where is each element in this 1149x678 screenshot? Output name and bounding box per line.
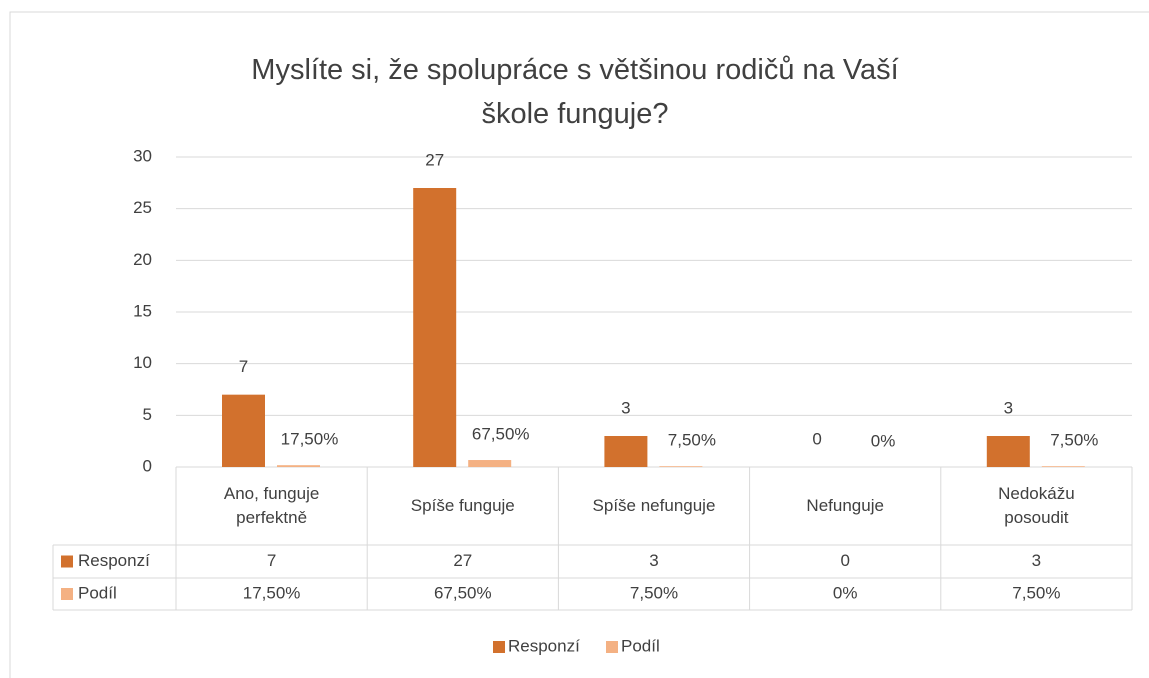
legend-key [493,641,505,653]
legend-label: Responzí [508,636,580,655]
y-tick-label: 15 [133,301,152,320]
x-tick-text: Nedokážu posoudit [998,484,1075,527]
data-label: 17,50% [281,430,339,449]
bar [1041,466,1085,467]
y-tick-label: 30 [133,146,152,165]
table-cell: 3 [1032,551,1041,570]
table-cell: 17,50% [243,583,301,602]
x-tick-text: Nefunguje [806,496,884,515]
x-tick-label: Nedokážu posoudit [941,467,1132,545]
x-tick-label: Spíše funguje [367,467,558,545]
x-tick-text: Spíše funguje [410,496,515,515]
table-cell: 7,50% [630,583,678,602]
x-tick-label: Spíše nefunguje [558,467,749,545]
bar [604,436,648,467]
x-tick-text: Ano, funguje perfektně [223,484,320,527]
data-label: 7,50% [1050,431,1098,450]
data-label: 0% [871,431,896,450]
chart-title: Myslíte si, že spolupráce s většinou rod… [251,54,899,130]
table-cell: 7 [267,551,276,570]
x-tick-text: Spíše nefunguje [592,496,716,515]
table-cell: 3 [649,551,658,570]
y-tick-label: 5 [143,405,152,424]
table-cell: 0 [840,551,849,570]
table-row-label: Responzí [78,551,150,570]
table-legend-key [61,588,73,600]
bar [659,466,703,467]
bar [468,460,512,467]
data-label: 3 [621,398,630,417]
data-label: 67,50% [472,425,530,444]
x-tick-label: Nefunguje [750,467,941,545]
legend-key [606,641,618,653]
data-label: 0 [812,429,821,448]
table-row-label: Podíl [78,583,117,602]
legend-label: Podíl [621,636,660,655]
data-label: 7 [239,357,248,376]
y-tick-label: 20 [133,250,152,269]
y-tick-label: 0 [143,456,152,475]
chart-border [9,11,1149,678]
table-cell: 67,50% [434,583,492,602]
bar [413,188,457,467]
table-cell: 27 [453,551,472,570]
data-label: 3 [1004,398,1013,417]
y-tick-label: 25 [133,198,152,217]
y-tick-label: 10 [133,353,152,372]
table-legend-key [61,555,73,568]
data-label: 7,50% [668,431,716,450]
table-cell: 0% [833,583,858,602]
bar [277,465,320,467]
table-cell: 7,50% [1012,583,1060,602]
bar [222,394,265,467]
data-label: 27 [425,150,444,169]
x-tick-label: Ano, funguje perfektně [176,467,367,545]
bar [986,436,1030,467]
